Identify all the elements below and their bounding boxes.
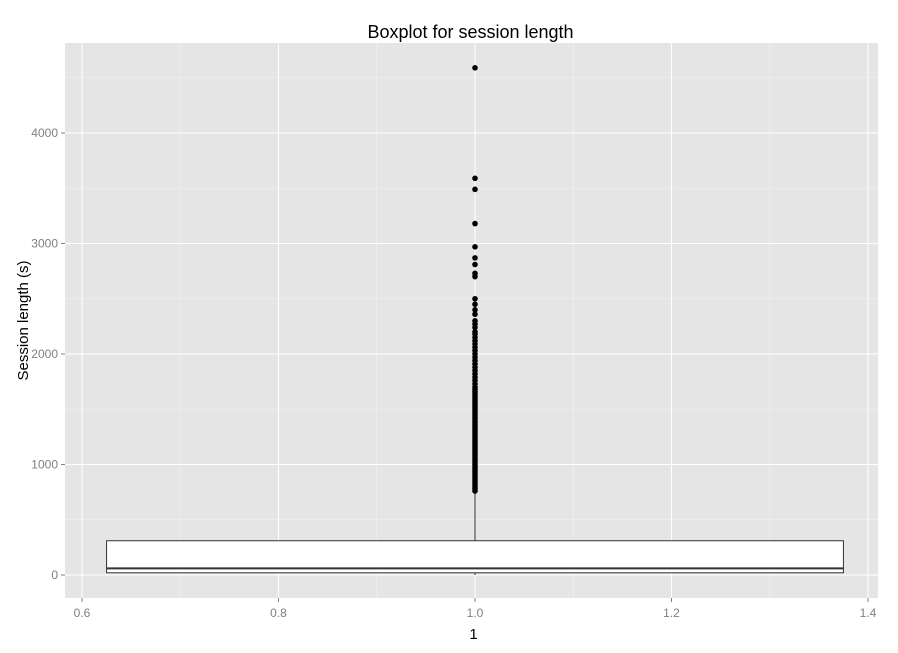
y-tick-label: 0 [51,568,58,582]
x-axis-title: 1 [469,626,477,643]
outlier-point [472,301,478,308]
y-tick-label: 4000 [31,126,58,140]
outlier-point [472,311,478,318]
x-tick-label: 1.2 [663,606,680,620]
outlier-point [472,65,478,71]
y-tick-label: 1000 [31,458,58,472]
outlier-point [472,324,478,331]
chart-title: Boxplot for session length [367,22,573,42]
x-tick-label: 0.8 [270,606,287,620]
outlier-point [472,255,478,261]
x-tick-label: 1.4 [860,606,877,620]
y-axis-ticks: 0 1000 2000 3000 4000 [31,126,65,582]
outlier-point [472,186,478,193]
outlier-point [472,220,478,227]
y-tick-label: 2000 [31,347,58,361]
outlier-points [472,65,478,494]
outlier-point [472,273,478,280]
x-tick-label: 0.6 [74,606,91,620]
plot-panel [65,43,878,598]
outlier-point [472,307,478,313]
outlier-point [472,261,478,268]
minor-gridlines [65,43,878,598]
outlier-point [472,295,478,302]
x-tick-label: 1.0 [467,606,484,620]
outlier-point [472,244,478,250]
x-axis-ticks: 0.6 0.8 1.0 1.2 1.4 [74,598,877,620]
outlier-point [472,175,478,182]
box-layer [106,492,844,575]
y-axis-title: Session length (s) [15,260,32,380]
outlier-point [472,488,478,494]
y-tick-label: 3000 [31,237,58,251]
major-gridlines [65,43,878,598]
